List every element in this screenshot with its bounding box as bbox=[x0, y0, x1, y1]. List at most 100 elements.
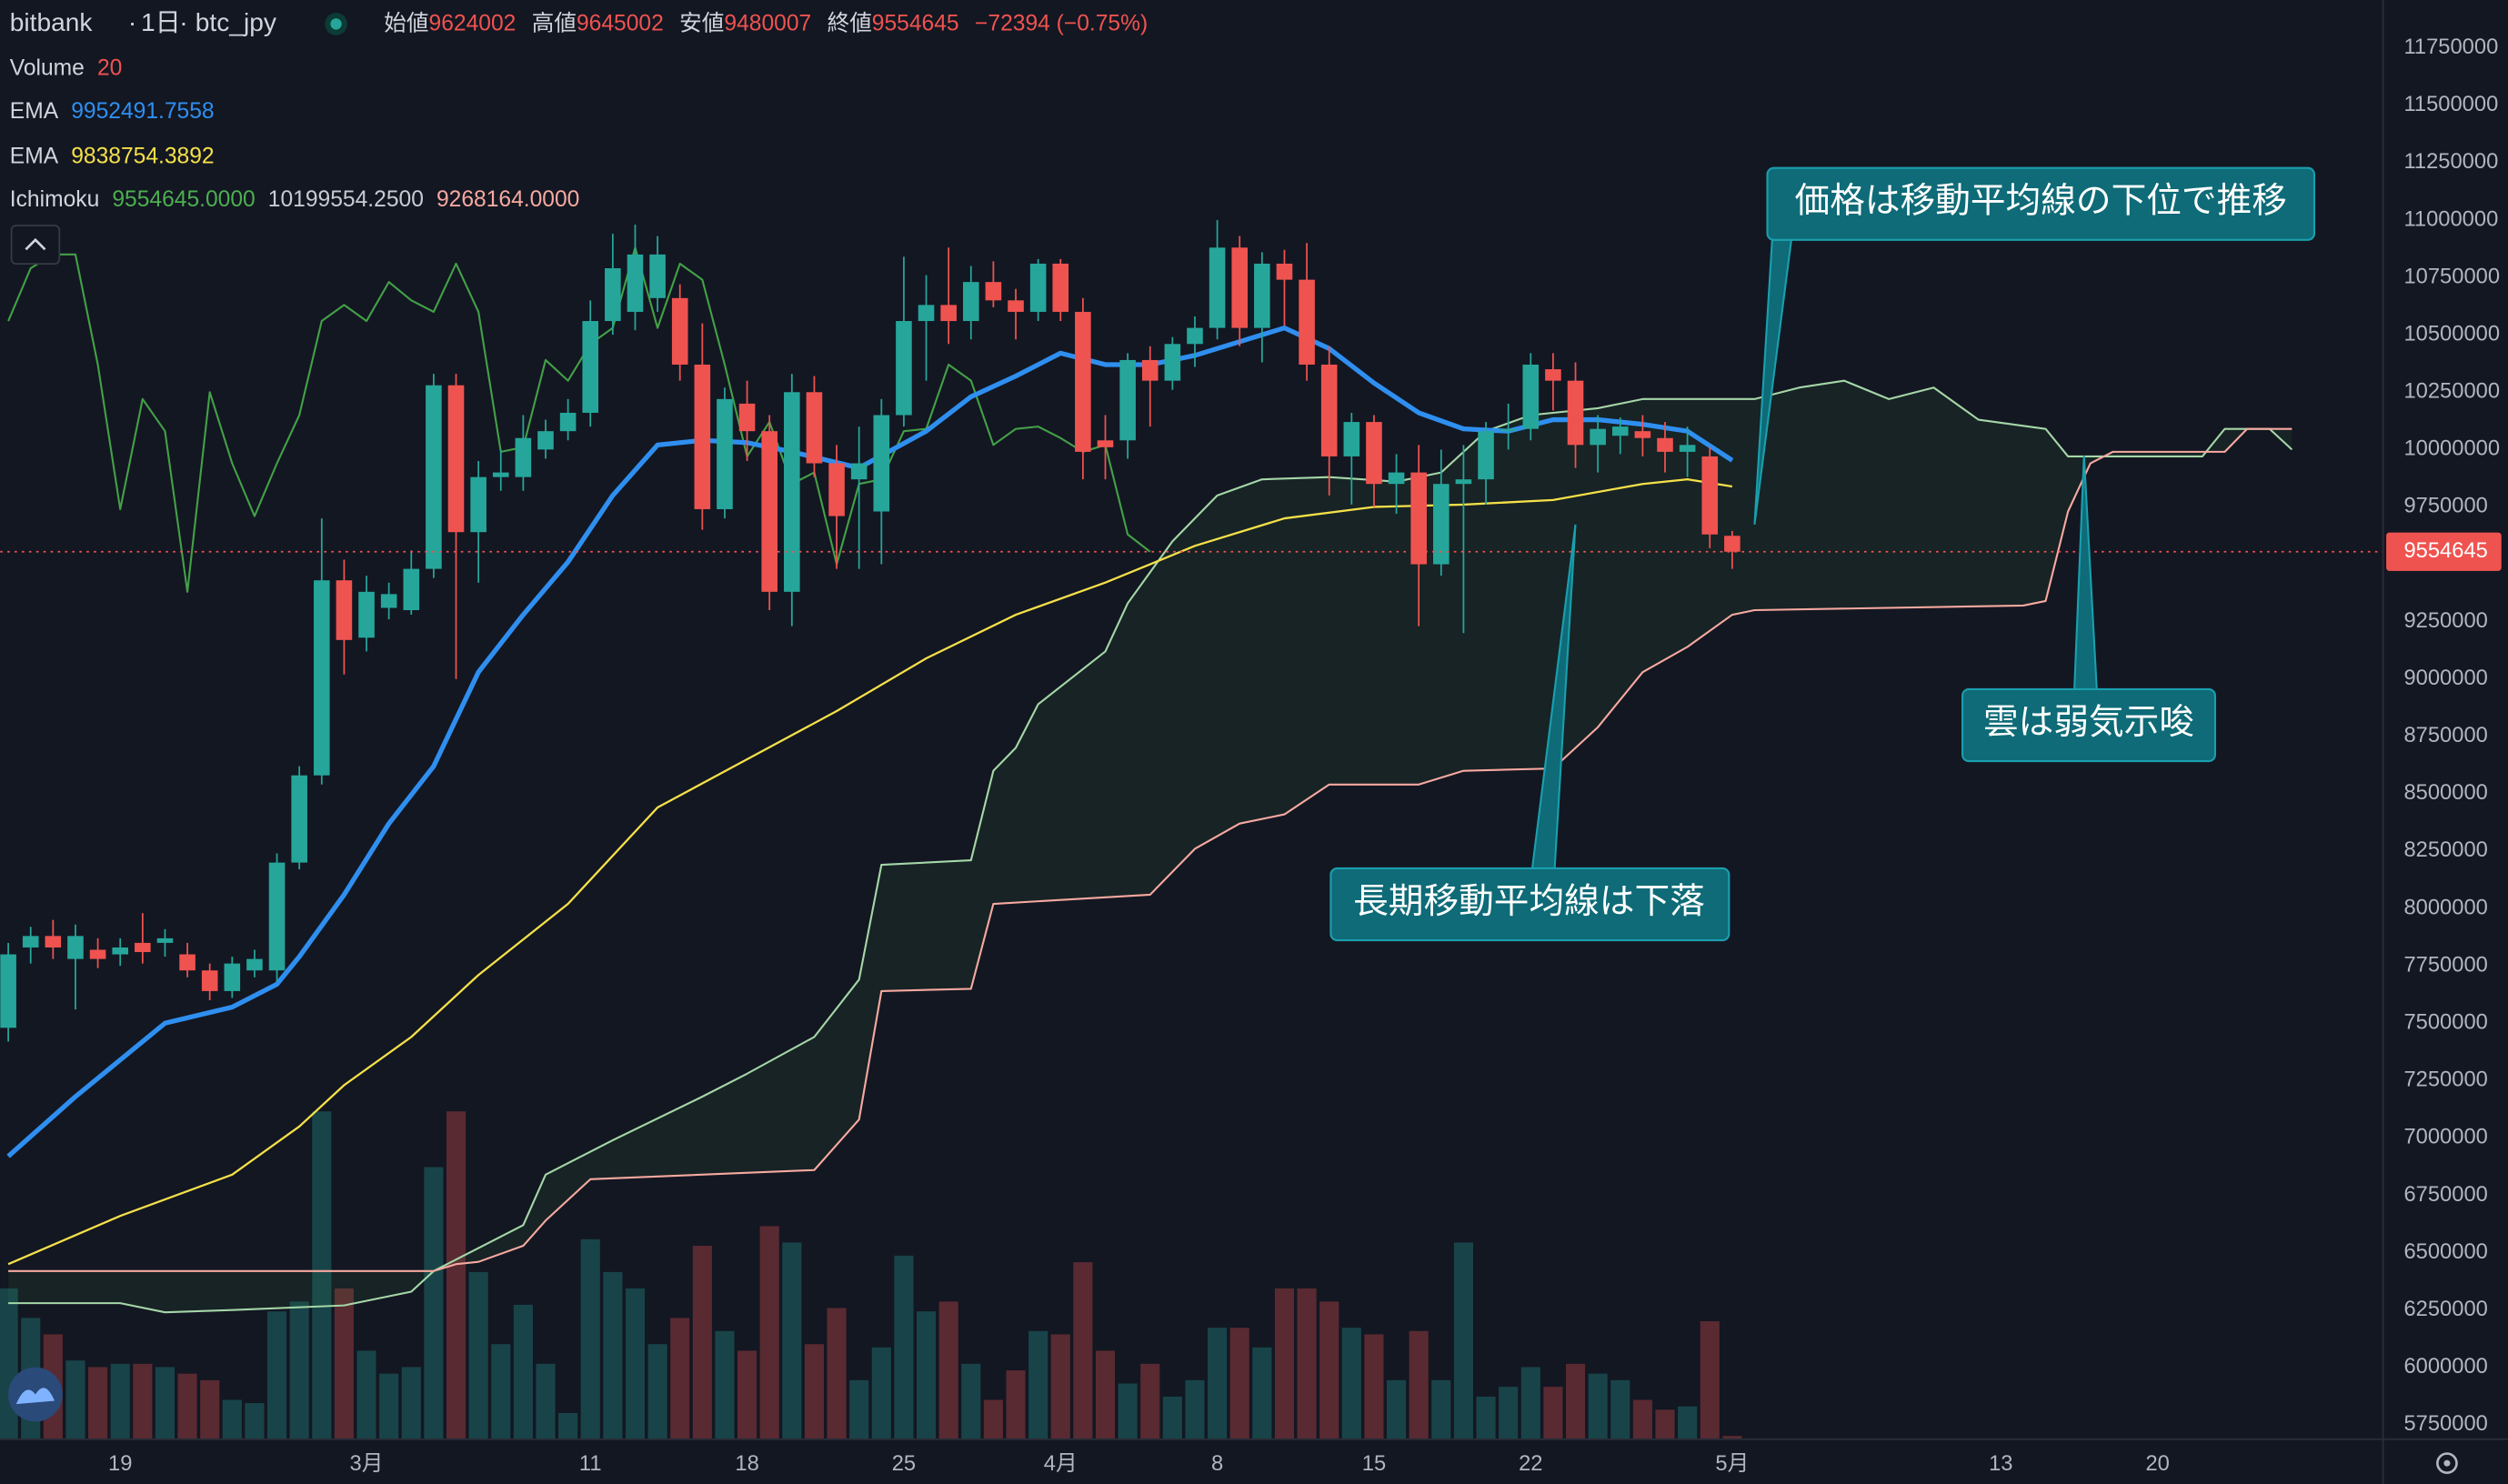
candle-body bbox=[1724, 536, 1741, 552]
candle-body bbox=[850, 463, 868, 480]
sep: · bbox=[128, 8, 136, 36]
candle-body bbox=[291, 775, 307, 863]
collapse-button[interactable] bbox=[10, 225, 61, 266]
y-tick-label: 7500000 bbox=[2403, 1011, 2487, 1035]
candle-body bbox=[1276, 263, 1293, 280]
candle-body bbox=[426, 385, 442, 569]
y-tick-label: 6250000 bbox=[2403, 1298, 2487, 1321]
volume-bar bbox=[289, 1301, 309, 1439]
volume-pane bbox=[0, 1111, 1742, 1439]
candle-body bbox=[1320, 364, 1338, 456]
candle-body bbox=[1410, 472, 1427, 565]
candle-body bbox=[806, 392, 823, 464]
volume-bar bbox=[1185, 1379, 1205, 1439]
volume-bar bbox=[1341, 1328, 1361, 1439]
volume-bar bbox=[1499, 1387, 1519, 1439]
volume-bar bbox=[0, 1288, 18, 1439]
ema-legend: EMA 9838754.3892 bbox=[10, 144, 215, 168]
x-tick-label: 18 bbox=[735, 1452, 758, 1476]
candle-body bbox=[179, 954, 196, 971]
ichimoku-value: 10199554.2500 bbox=[268, 186, 424, 211]
x-tick-label: 8 bbox=[1211, 1452, 1223, 1476]
x-tick-label: 19 bbox=[108, 1452, 132, 1476]
candle-body bbox=[0, 954, 16, 1028]
ichimoku-value: 9268164.0000 bbox=[436, 186, 579, 211]
volume-bar bbox=[513, 1304, 533, 1439]
volume-bar bbox=[379, 1373, 399, 1439]
annotations: 価格は移動平均線の下位で推移 長期移動平均線は下落 雲は弱気示唆 bbox=[1329, 166, 2316, 942]
volume-bar bbox=[759, 1226, 779, 1439]
high-label: 高値 bbox=[532, 10, 577, 35]
candle-body bbox=[1075, 311, 1091, 452]
volume-bar bbox=[1297, 1288, 1317, 1439]
volume-name: Volume bbox=[10, 55, 85, 80]
y-tick-label: 11000000 bbox=[2403, 207, 2498, 231]
candle-body bbox=[1567, 380, 1584, 446]
y-tick-label: 10750000 bbox=[2403, 265, 2500, 288]
ichimoku-name: Ichimoku bbox=[10, 186, 99, 211]
ema-value: 9838754.3892 bbox=[71, 144, 214, 168]
price-axis-bg bbox=[2383, 0, 2508, 1484]
volume-bar bbox=[155, 1367, 175, 1439]
candle-body bbox=[918, 305, 935, 322]
logo-mark bbox=[15, 1388, 55, 1405]
candle-body bbox=[873, 415, 890, 512]
ichimoku-value: 9554645.0000 bbox=[112, 186, 255, 211]
volume-bar bbox=[1095, 1350, 1116, 1439]
candle-body bbox=[89, 949, 106, 959]
candle-body bbox=[940, 305, 957, 322]
status-dot bbox=[330, 18, 342, 30]
volume-bar bbox=[1431, 1379, 1451, 1439]
volume-bar bbox=[1118, 1383, 1138, 1439]
volume-bar bbox=[894, 1255, 914, 1439]
candle-body bbox=[1545, 369, 1561, 381]
x-tick-label: 25 bbox=[892, 1452, 916, 1476]
ema-slow bbox=[7, 478, 1733, 1266]
candle-body bbox=[22, 936, 39, 948]
close-value: 9554645 bbox=[872, 11, 959, 35]
volume-bar bbox=[1162, 1396, 1182, 1439]
candle-body bbox=[1254, 263, 1270, 328]
callout-box bbox=[1961, 687, 2216, 763]
x-tick-label: 4月 bbox=[1044, 1452, 1078, 1476]
volume-bar bbox=[1140, 1363, 1160, 1439]
close-label: 終値 bbox=[828, 10, 872, 35]
candle-body bbox=[224, 963, 241, 991]
candle-body bbox=[605, 268, 621, 322]
ohlc: 始値9624002 高値9645002 安値9480007 終値9554645 … bbox=[384, 10, 1148, 35]
y-tick-label: 6750000 bbox=[2403, 1183, 2487, 1207]
volume-bar bbox=[1006, 1370, 1026, 1439]
volume-bar bbox=[938, 1301, 958, 1439]
x-tick-label: 5月 bbox=[1715, 1452, 1749, 1476]
candle-body bbox=[1052, 263, 1069, 312]
candle-body bbox=[1388, 472, 1405, 485]
header: bitbank · 1日 · btc_jpy 始値9624002 高値96450… bbox=[8, 8, 2458, 1475]
low-value: 9480007 bbox=[724, 11, 811, 35]
volume-bar bbox=[177, 1373, 197, 1439]
y-tick-label: 10250000 bbox=[2403, 380, 2500, 404]
volume-bar bbox=[536, 1363, 556, 1439]
volume-bar bbox=[1252, 1347, 1272, 1439]
volume-bar bbox=[1610, 1379, 1630, 1439]
x-tick-label: 13 bbox=[1989, 1452, 2012, 1476]
volume-bar bbox=[110, 1363, 130, 1439]
volume-bar bbox=[625, 1288, 646, 1439]
candle-body bbox=[246, 958, 263, 971]
candle-body bbox=[1590, 428, 1606, 446]
candle-body bbox=[1231, 247, 1249, 328]
volume-bar bbox=[200, 1379, 220, 1439]
candle-body bbox=[582, 321, 599, 413]
y-tick-label: 8250000 bbox=[2403, 838, 2487, 862]
volume-legend: Volume 20 bbox=[10, 55, 123, 80]
candle-body bbox=[1522, 364, 1540, 429]
volume-bar bbox=[715, 1330, 735, 1439]
x-tick-label: 22 bbox=[1519, 1452, 1542, 1476]
volume-bar bbox=[1073, 1262, 1093, 1439]
candle-body bbox=[1455, 479, 1472, 485]
candle-body bbox=[671, 297, 688, 365]
volume-bar bbox=[356, 1350, 376, 1439]
candle-body bbox=[1701, 456, 1719, 535]
settings-icon[interactable] bbox=[2436, 1452, 2458, 1475]
